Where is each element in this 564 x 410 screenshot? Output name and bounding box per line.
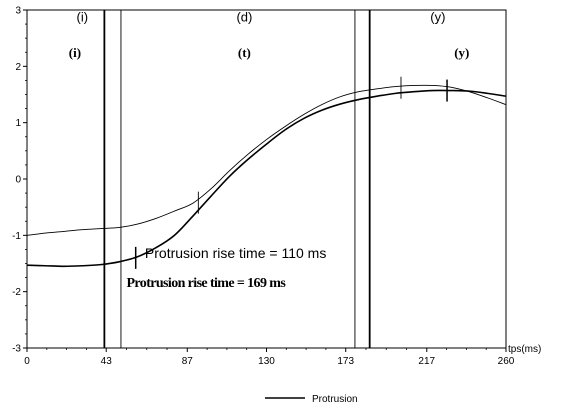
region-label: (i) (76, 9, 88, 24)
y-tick-label: 1 (15, 118, 21, 129)
x-tick-label: 260 (498, 356, 515, 367)
x-tick-label: 130 (258, 356, 275, 367)
rise-time-annotation: Protrusion rise time = 110 ms (145, 245, 326, 261)
region-labels: (i) (d) (y) (i) (t) (y) (69, 9, 470, 59)
plot-frame (26, 9, 507, 349)
region-label: (i) (69, 45, 81, 60)
region-label: (t) (238, 45, 251, 60)
y-tick-label: -2 (12, 287, 21, 298)
region-label: (y) (454, 45, 469, 60)
region-label: (d) (236, 9, 252, 24)
y-tick-label: -1 (12, 231, 21, 242)
x-tick-label: 0 (24, 356, 30, 367)
curve-tick-marks (134, 76, 448, 269)
rise-time-annotation: Protrusion rise time = 169 ms (126, 276, 286, 291)
series-lines (26, 84, 507, 268)
x-axis: 0 43 87 130 173 217 260 (24, 348, 515, 367)
legend: Protrusion (265, 394, 358, 405)
x-axis-label: tps(ms) (508, 344, 541, 355)
y-axis: -3 -2 -1 0 1 2 3 (12, 6, 27, 355)
series-line-thin (26, 84, 507, 236)
vertical-lines (103, 10, 371, 348)
x-tick-label: 217 (418, 356, 435, 367)
x-tick-label: 87 (182, 356, 194, 367)
x-tick-label: 173 (337, 356, 354, 367)
y-tick-label: 3 (15, 6, 21, 17)
legend-label: Protrusion (312, 394, 358, 405)
x-tick-label: 43 (101, 356, 113, 367)
region-label: (y) (430, 9, 445, 24)
series-line-thick (26, 89, 507, 268)
y-tick-label: 2 (15, 62, 21, 73)
annotations: Protrusion rise time = 110 ms Protrusion … (126, 245, 326, 291)
y-tick-label: 0 (15, 175, 21, 186)
y-tick-label: -3 (12, 344, 21, 355)
